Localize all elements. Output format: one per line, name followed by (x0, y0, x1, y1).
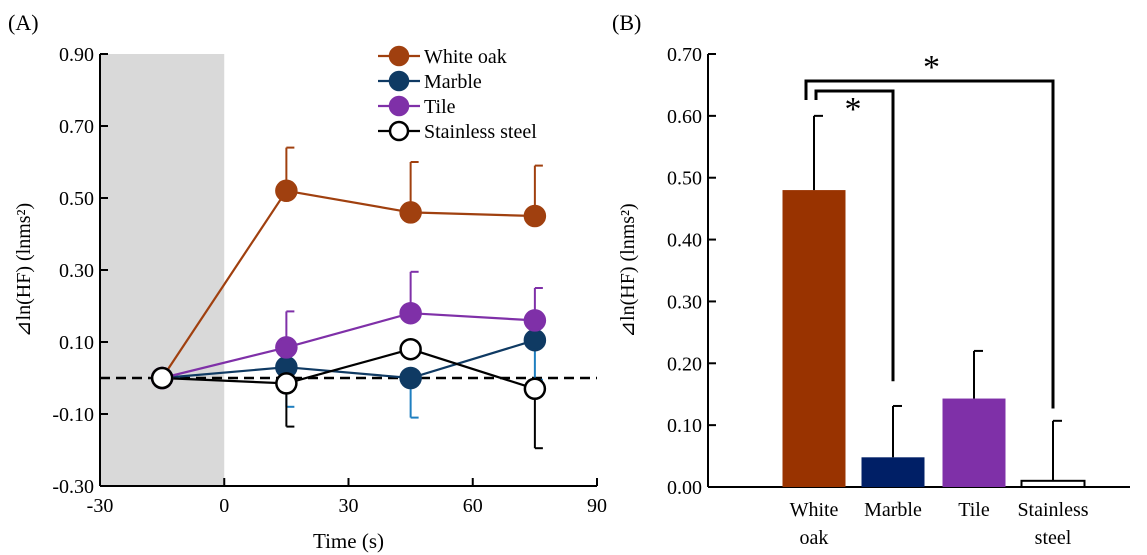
x-tick-label: 0 (219, 495, 229, 517)
y-tick-label: 0.30 (59, 260, 94, 282)
x-tick-label: 30 (339, 495, 359, 517)
bar (942, 398, 1006, 487)
y-tick-label: 0.60 (667, 106, 702, 128)
series-line (162, 348, 536, 390)
series-line (161, 312, 535, 380)
data-point (150, 366, 174, 390)
significance-marker: * (923, 49, 940, 86)
data-point (399, 201, 422, 224)
data-point (275, 372, 298, 395)
category-label: Stainless (1017, 499, 1088, 521)
x-axis-label: Time (s) (313, 529, 384, 553)
data-point (523, 328, 547, 352)
category-label: White (790, 499, 839, 521)
legend-label: Stainless steel (424, 121, 537, 143)
data-point (399, 337, 422, 361)
legend-label: Marble (424, 71, 482, 93)
significance-marker: * (845, 91, 862, 128)
significance-bracket (804, 79, 1055, 409)
bar (782, 190, 846, 488)
category-label: Marble (864, 499, 922, 521)
x-tick-label: -30 (87, 495, 114, 517)
legend-marker (388, 120, 410, 142)
panel-a-line-chart: (A) -0.30 -0.10 0.10 0.30 0.50 0.70 0.90 -30 0 30 6… (8, 10, 607, 553)
y-axis-label: ⊿ln(HF) (lnms²) (617, 203, 639, 337)
series-line (161, 189, 535, 379)
y-tick-label: -0.30 (52, 476, 94, 498)
data-point (275, 336, 298, 359)
y-tick-label: 0.50 (667, 168, 702, 190)
panel-label: (B) (612, 10, 641, 35)
data-point (399, 301, 422, 325)
y-tick-label: 0.40 (667, 230, 702, 252)
legend-label: Tile (424, 96, 456, 118)
y-tick-label: 0.70 (667, 44, 702, 66)
bar (861, 457, 925, 487)
legend-marker (388, 95, 410, 117)
legend-marker (388, 45, 410, 67)
data-point (275, 179, 298, 203)
panel-b-bar-chart: (B) 0.00 0.10 0.20 0.30 0.40 0.50 0.60 0.70 ⊿ln(H… (612, 10, 1130, 549)
category-label: Tile (958, 499, 990, 521)
series-line (162, 339, 536, 380)
data-point (523, 204, 547, 228)
y-tick-label: 0.20 (667, 353, 702, 375)
legend-marker (388, 70, 410, 92)
panel-label: (A) (8, 10, 39, 35)
significance-bracket (814, 89, 895, 382)
y-tick-label: 0.00 (667, 477, 702, 499)
y-tick-label: 0.70 (59, 116, 94, 138)
legend-label: White oak (424, 46, 507, 68)
y-tick-label: 0.90 (59, 44, 94, 66)
y-tick-label: -0.10 (52, 404, 94, 426)
y-axis-label: ⊿ln(HF) (lnms²) (13, 203, 35, 337)
bar (1020, 479, 1086, 489)
y-tick-label: 0.50 (59, 188, 94, 210)
data-point (523, 377, 547, 401)
shaded-region (100, 54, 225, 486)
data-point (399, 366, 422, 390)
y-tick-label: 0.10 (59, 332, 94, 354)
category-label: oak (800, 527, 829, 549)
y-tick-label: 0.10 (667, 415, 702, 437)
category-label: steel (1035, 527, 1072, 549)
y-tick-label: 0.30 (667, 291, 702, 313)
x-tick-label: 90 (587, 495, 607, 517)
x-tick-label: 60 (463, 495, 483, 517)
data-point (523, 309, 547, 332)
